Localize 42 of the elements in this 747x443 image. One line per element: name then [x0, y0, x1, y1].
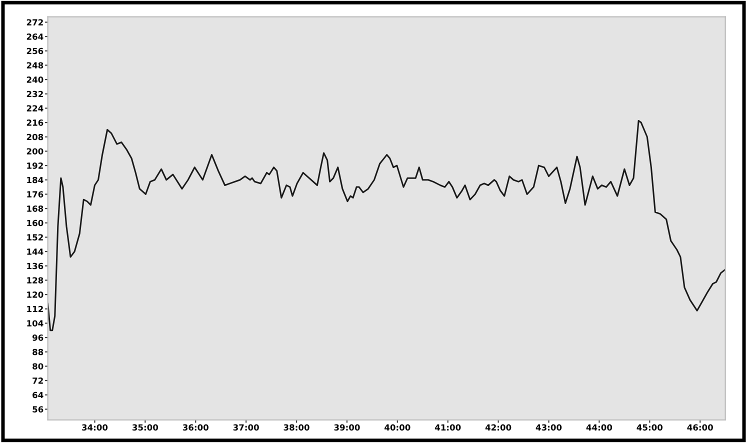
- y-tick-label: 120: [27, 292, 44, 298]
- y-tick-label: 152: [27, 234, 43, 240]
- y-tick-label: 72: [32, 378, 43, 384]
- y-tick-label: 80: [32, 363, 44, 370]
- x-tick-label: 40:00: [384, 424, 410, 431]
- x-tick-label: 42:00: [485, 424, 512, 431]
- x-tick-label: 39:00: [334, 424, 360, 431]
- y-tick-label: 224: [26, 105, 44, 112]
- y-tick-label: 128: [27, 277, 44, 284]
- y-tick-label: 88: [32, 348, 44, 356]
- y-tick-label: 96: [32, 334, 44, 341]
- x-tick-label: 44:00: [586, 424, 612, 431]
- x-tick-label: 37:00: [233, 424, 259, 431]
- x-tick-label: 34:00: [82, 424, 108, 431]
- x-tick-label: 45:00: [636, 424, 663, 431]
- line-series: [48, 120, 726, 332]
- y-tick-label: 256: [26, 48, 44, 54]
- x-tick-label: 35:00: [132, 424, 158, 431]
- y-tick-label: 216: [26, 120, 44, 126]
- x-tick-label: 38:00: [284, 424, 310, 431]
- y-tick-label: 208: [26, 134, 44, 140]
- y-tick-label: 240: [26, 76, 44, 83]
- y-tick-label: 272: [26, 19, 43, 26]
- y-tick-label: 200: [26, 148, 44, 154]
- y-tick-label: 232: [26, 90, 43, 98]
- y-tick-label: 248: [26, 62, 44, 68]
- y-tick-label: 160: [27, 220, 44, 226]
- y-tick-label: 112: [27, 306, 43, 312]
- y-tick-label: 192: [27, 162, 43, 169]
- y-tick-label: 136: [27, 262, 44, 270]
- y-tick-label: 104: [27, 320, 44, 326]
- x-tick-label: 46:00: [687, 424, 713, 431]
- y-tick-label: 64: [32, 392, 44, 398]
- x-tick-label: 43:00: [536, 424, 562, 431]
- y-tick-label: 176: [27, 191, 44, 198]
- y-tick-label: 264: [26, 34, 44, 40]
- y-tick-label: 168: [27, 206, 44, 212]
- y-tick-label: 184: [27, 176, 44, 184]
- x-tick-label: 41:00: [434, 424, 461, 431]
- y-tick-label: 56: [32, 406, 44, 412]
- y-tick-label: 144: [27, 248, 44, 255]
- x-tick-label: 36:00: [182, 424, 208, 431]
